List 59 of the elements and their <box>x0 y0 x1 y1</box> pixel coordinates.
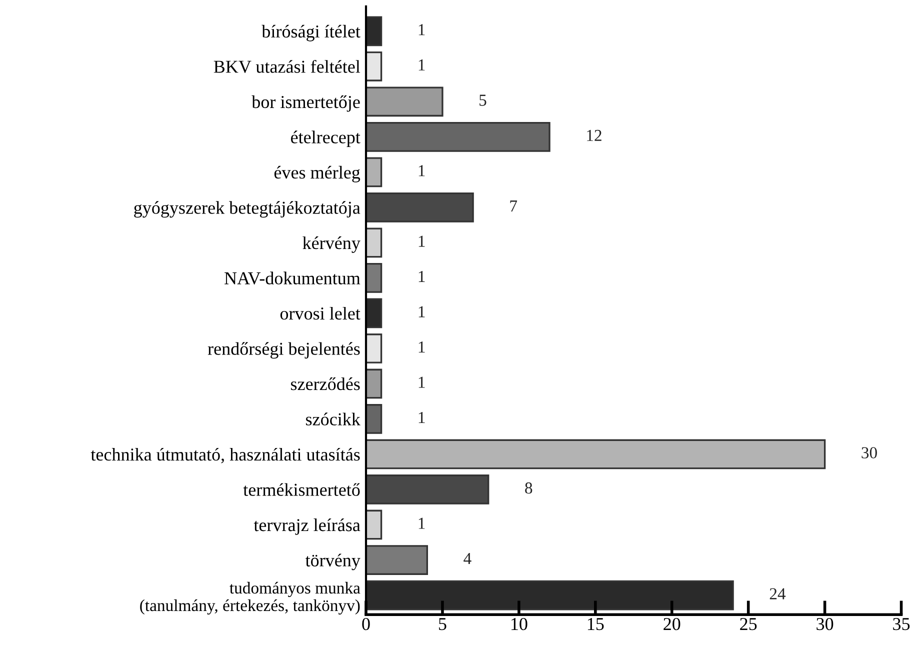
data-label: 30 <box>862 447 877 458</box>
bar <box>366 404 382 434</box>
bar <box>366 192 474 222</box>
y-tick-label: tudományos munka (tanulmány, értekezés, tankönyv) <box>140 582 360 615</box>
x-tick-label: 5 <box>439 618 446 630</box>
x-tick-label: 0 <box>362 618 370 630</box>
y-tick-label: NAV-dokumentum <box>224 272 360 284</box>
y-tick-label: éves mérleg <box>274 166 360 182</box>
bar <box>366 439 826 470</box>
y-tick-label: technika útmutató, használati utasítás <box>90 448 360 464</box>
x-tick-label: 15 <box>588 618 604 630</box>
data-label: 7 <box>510 200 518 212</box>
data-label: 12 <box>587 130 602 141</box>
bar <box>366 334 382 364</box>
data-label: 1 <box>418 165 425 176</box>
data-label: 8 <box>525 482 532 494</box>
y-tick-label: BKV utazási feltétel <box>214 60 360 73</box>
data-label: 4 <box>464 553 472 564</box>
bar <box>366 580 734 610</box>
bar <box>366 122 550 152</box>
bar <box>366 545 428 575</box>
y-tick-label: orvosi lelet <box>280 306 360 320</box>
y-tick-label: termékismertető <box>243 483 360 496</box>
y-tick-label: ételrecept <box>290 130 360 148</box>
data-label: 1 <box>418 24 425 36</box>
data-label: 1 <box>418 59 425 70</box>
data-label: 1 <box>418 412 425 423</box>
x-tick-label: 20 <box>664 618 680 630</box>
data-label: 1 <box>418 236 425 247</box>
y-tick-label: törvény <box>305 554 360 570</box>
bar <box>366 368 382 399</box>
bar <box>366 228 382 258</box>
y-tick-label: rendőrségi bejelentés <box>208 342 360 359</box>
bar <box>366 474 490 504</box>
x-tick-label: 25 <box>740 618 757 630</box>
data-label: 1 <box>418 270 425 282</box>
data-label: 1 <box>418 376 425 388</box>
data-label: 1 <box>418 341 425 352</box>
y-tick-label: kérvény <box>302 236 360 253</box>
x-tick-label: 35 <box>893 618 910 630</box>
y-tick-label: szócikk <box>306 412 360 426</box>
bar <box>366 86 444 117</box>
bar <box>366 298 382 328</box>
data-label: 1 <box>418 306 425 318</box>
x-tick-label: 30 <box>816 618 834 630</box>
y-tick-label: tervrajz leírása <box>254 518 360 535</box>
bar <box>366 16 382 46</box>
data-label: 24 <box>770 588 786 600</box>
y-tick-label: bírósági ítélet <box>262 24 360 42</box>
x-tick-label: 10 <box>511 618 528 630</box>
y-tick-label: gyógyszerek betegtájékoztatója <box>134 201 360 218</box>
data-label: 5 <box>480 94 486 106</box>
bar <box>366 51 382 82</box>
bar <box>366 263 382 293</box>
bar <box>366 157 382 188</box>
y-tick-label: szerződés <box>291 377 360 390</box>
y-tick-label: bor ismertetője <box>252 95 360 112</box>
data-label: 1 <box>418 518 425 529</box>
bar <box>366 510 382 540</box>
